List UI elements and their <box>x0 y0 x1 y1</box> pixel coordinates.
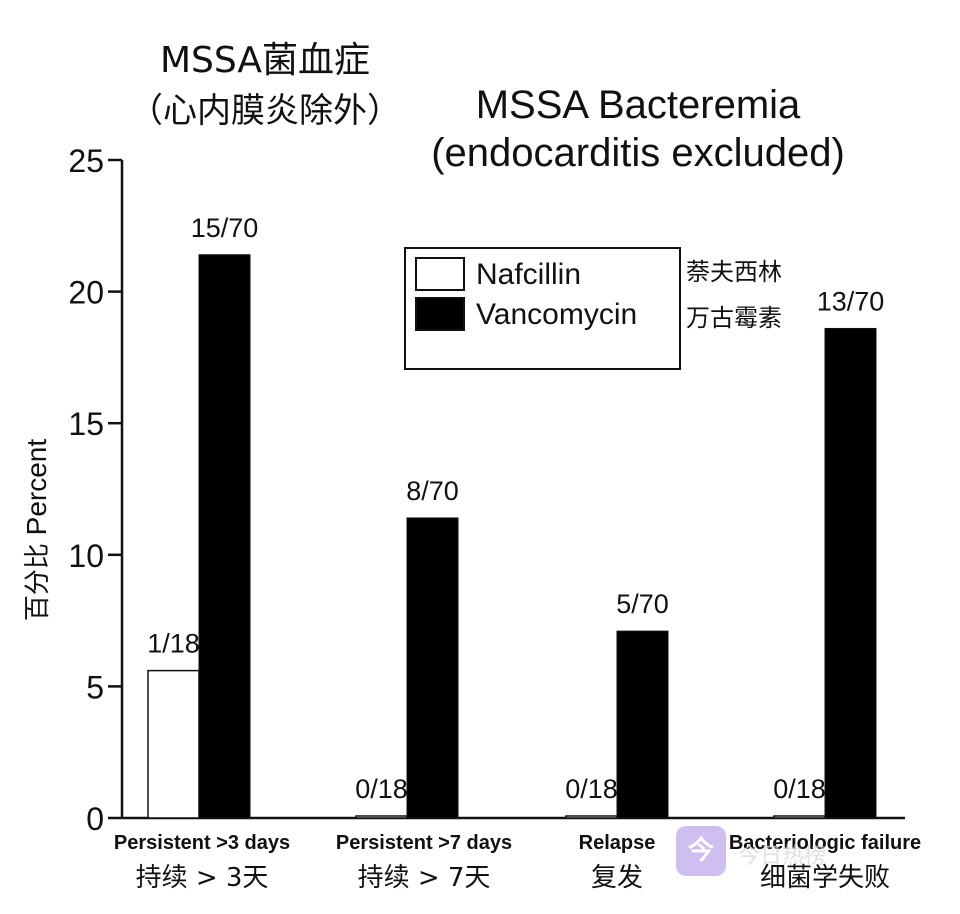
bar-vancomycin-4 <box>824 327 877 819</box>
legend: Nafcillin Vancomycin 萘夫西林 万古霉素 <box>404 247 782 370</box>
x-tick-label: Persistent >7 days <box>336 832 512 854</box>
bar-vancomycin-3 <box>616 630 669 819</box>
data-label-vancomycin-1: 15/70 <box>191 213 259 243</box>
bar-nafcillin-1 <box>147 669 200 819</box>
bar-vancomycin-2 <box>406 517 459 819</box>
x-tick-label-cn: 持续 > 3天 <box>136 863 269 893</box>
legend-label-vancomycin-cn: 万古霉素 <box>686 304 782 332</box>
bar-nafcillin-2 <box>355 815 408 819</box>
chart-title: MSSA Bacteremia <box>476 83 801 127</box>
legend-label-vancomycin: Vancomycin <box>476 298 637 331</box>
legend-swatch-nafcillin <box>415 257 465 291</box>
y-tick-label: 25 <box>68 143 104 179</box>
y-tick-label: 0 <box>86 801 104 837</box>
y-axis-label-en: Percent <box>21 439 52 536</box>
watermark-icon-glyph: 今 <box>687 836 714 866</box>
x-tick-label-cn: 细菌学失败 <box>760 863 890 893</box>
watermark-logo-icon: 今 <box>676 826 726 876</box>
bar-vancomycin-1 <box>198 254 251 819</box>
legend-label-nafcillin: Nafcillin <box>476 258 581 291</box>
data-label-nafcillin-3: 0/18 <box>565 774 618 804</box>
data-label-vancomycin-2: 8/70 <box>406 476 459 506</box>
data-label-nafcillin-1: 1/18 <box>147 629 200 659</box>
bar-nafcillin-4 <box>773 815 826 819</box>
watermark-text: 今日热榜 <box>738 844 827 869</box>
data-label-nafcillin-2: 0/18 <box>355 774 408 804</box>
bar-nafcillin-3 <box>565 815 618 819</box>
data-label-vancomycin-3: 5/70 <box>616 589 669 619</box>
x-tick-label-cn: 复发 <box>591 863 643 893</box>
y-tick-label: 15 <box>68 406 104 442</box>
chart-subtitle: (endocarditis excluded) <box>431 131 845 175</box>
chart-subtitle-cn: （心内膜炎除外） <box>129 91 401 131</box>
x-tick-label-cn: 持续 > 7天 <box>358 863 491 893</box>
x-tick-label: Relapse <box>579 832 656 854</box>
data-label-vancomycin-4: 13/70 <box>817 286 885 316</box>
y-axis-label: 百分比 Percent <box>21 439 53 622</box>
x-tick-label: Persistent >3 days <box>114 832 290 854</box>
legend-swatch-vancomycin <box>415 297 465 331</box>
x-tick-label: Bacteriologic failure <box>729 832 921 854</box>
chart-title-cn: MSSA菌血症 <box>160 40 370 81</box>
y-tick-label: 10 <box>68 538 104 574</box>
legend-label-nafcillin-cn: 萘夫西林 <box>686 258 782 286</box>
y-axis-label-cn: 百分比 <box>23 543 53 621</box>
data-label-nafcillin-4: 0/18 <box>773 774 826 804</box>
y-tick-label: 20 <box>68 275 104 311</box>
y-tick-label: 5 <box>86 669 104 705</box>
